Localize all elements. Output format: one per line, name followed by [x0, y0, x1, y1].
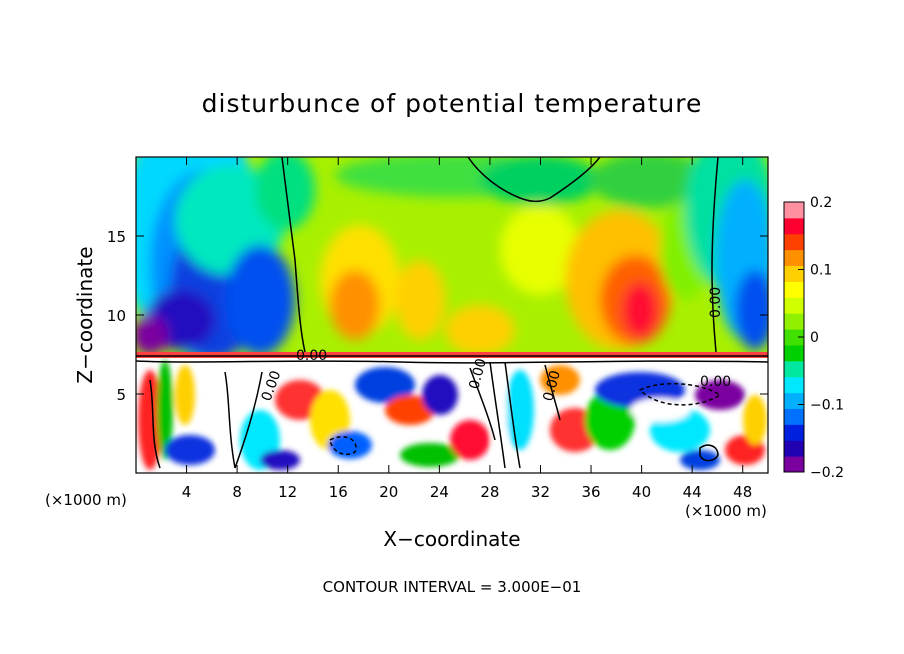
x-tick-label: 48 — [733, 483, 752, 501]
colorbar-band — [784, 297, 804, 314]
colorbar-band — [784, 329, 804, 346]
x-unit-left: (×1000 m) — [45, 491, 127, 509]
contour-label: 0.00 — [296, 348, 327, 364]
y-axis-label: Z−coordinate — [73, 246, 97, 383]
colorbar-band — [784, 456, 804, 473]
contour-line — [711, 157, 719, 353]
colorbar-band — [784, 424, 804, 441]
colorbar-ticks: 0.2 0.1 0 −0.1 −0.2 — [798, 195, 844, 481]
contour-line — [469, 367, 496, 441]
x-tick-label: 44 — [683, 483, 702, 501]
chart-title: disturbunce of potential temperature — [202, 89, 703, 118]
contour-line — [136, 360, 768, 364]
contour-line — [281, 157, 306, 353]
x-tick-label: 32 — [531, 483, 550, 501]
upper-blobs — [136, 157, 768, 360]
colorbar-band — [784, 249, 804, 267]
contour-line — [544, 364, 561, 421]
colorbar-tick-label: −0.2 — [810, 465, 844, 481]
y-axis: 5 10 15 — [107, 228, 768, 404]
x-tick-label: 4 — [182, 483, 192, 501]
x-tick-label: 16 — [329, 483, 348, 501]
contour-label: 0.00 — [700, 374, 731, 390]
y-tick-label: 10 — [107, 307, 126, 325]
contour-line — [504, 361, 521, 469]
x-axis-label: X−coordinate — [383, 527, 520, 551]
colorbar: 0.2 0.1 0 −0.1 −0.2 — [783, 195, 844, 481]
x-tick-label: 20 — [379, 483, 398, 501]
contour-line — [224, 371, 236, 469]
x-tick-label: 40 — [632, 483, 651, 501]
colorbar-tick-label: 0 — [810, 330, 819, 346]
heatmap-field — [136, 157, 768, 473]
colorbar-tick-label: 0.2 — [810, 195, 832, 211]
contour-label: 0.00 — [540, 369, 564, 403]
x-tick-label: 28 — [480, 483, 499, 501]
colorbar-band — [784, 265, 804, 282]
plot-area: 0.00 0.00 0.00 0.00 0.00 0.00 — [136, 157, 768, 473]
colorbar-band — [784, 313, 804, 330]
y-tick-label: 5 — [116, 386, 126, 404]
x-tick-label: 12 — [278, 483, 297, 501]
x-tick-label: 8 — [232, 483, 242, 501]
contour-line — [489, 361, 506, 469]
colorbar-tick-label: 0.1 — [810, 263, 832, 279]
contour-lines — [136, 157, 768, 469]
contour-line — [329, 436, 357, 456]
colorbar-band — [784, 233, 804, 251]
colorbar-band — [784, 440, 804, 457]
x-tick-label: 24 — [430, 483, 449, 501]
interface-band — [136, 352, 768, 358]
contour-line — [234, 371, 263, 469]
colorbar-band — [784, 281, 804, 298]
y-tick-label: 15 — [107, 228, 126, 246]
colorbar-band — [784, 344, 804, 362]
colorbar-band — [784, 408, 804, 425]
colorbar-band — [784, 392, 804, 409]
colorbar-tick-label: −0.1 — [810, 398, 844, 414]
x-axis: 4 8 12 16 20 24 28 32 36 40 44 48 — [182, 157, 752, 501]
colorbar-band — [784, 217, 804, 235]
contour-line — [699, 444, 719, 462]
colorbar-band — [784, 360, 804, 378]
colorbar-band — [784, 376, 804, 394]
colorbar-band — [784, 202, 804, 219]
contour-line — [467, 157, 601, 203]
contour-label: 0.00 — [466, 357, 490, 391]
contour-line — [638, 382, 722, 406]
contour-label: 0.00 — [708, 287, 724, 318]
x-tick-label: 36 — [581, 483, 600, 501]
footer-note: CONTOUR INTERVAL = 3.000E−01 — [323, 578, 582, 596]
contour-line — [149, 379, 161, 469]
x-unit-right: (×1000 m) — [685, 502, 767, 520]
